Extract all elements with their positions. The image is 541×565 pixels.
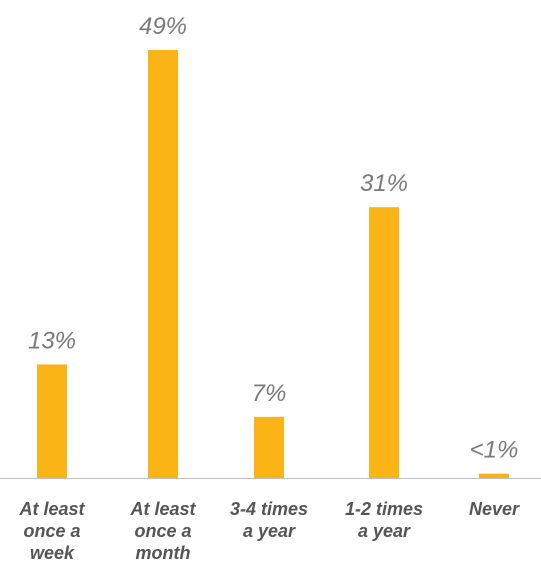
bar-3 [369,207,399,478]
value-label-3: 31% [360,170,408,197]
category-label-line: a year [243,521,296,541]
category-label-line: once a [134,521,191,541]
category-label-line: At least [18,499,85,519]
value-label-1: 49% [139,13,187,40]
category-label-line: Never [469,499,520,519]
value-label-2: 7% [252,380,287,407]
bar-2 [254,416,284,478]
category-label-line: once a [23,521,80,541]
category-label-line: month [136,543,191,563]
bars-group [37,50,509,478]
value-label-4: <1% [470,437,519,464]
bar-1 [148,50,178,478]
bar-4 [479,473,509,478]
category-label-2: 3-4 times a year [230,499,308,541]
category-label-4: Never [469,499,520,519]
category-label-line: a year [358,521,411,541]
category-label-line: week [30,543,75,563]
category-label-3: 1-2 times a year [345,499,423,541]
bar-0 [37,364,67,478]
category-label-0: At least once a week [18,499,85,563]
category-label-line: At least [129,499,196,519]
category-label-line: 1-2 times [345,499,423,519]
category-label-1: At least once a month [129,499,196,563]
value-labels-group: 13% 49% 7% 31% <1% [28,13,518,464]
category-label-line: 3-4 times [230,499,308,519]
value-label-0: 13% [28,327,76,354]
